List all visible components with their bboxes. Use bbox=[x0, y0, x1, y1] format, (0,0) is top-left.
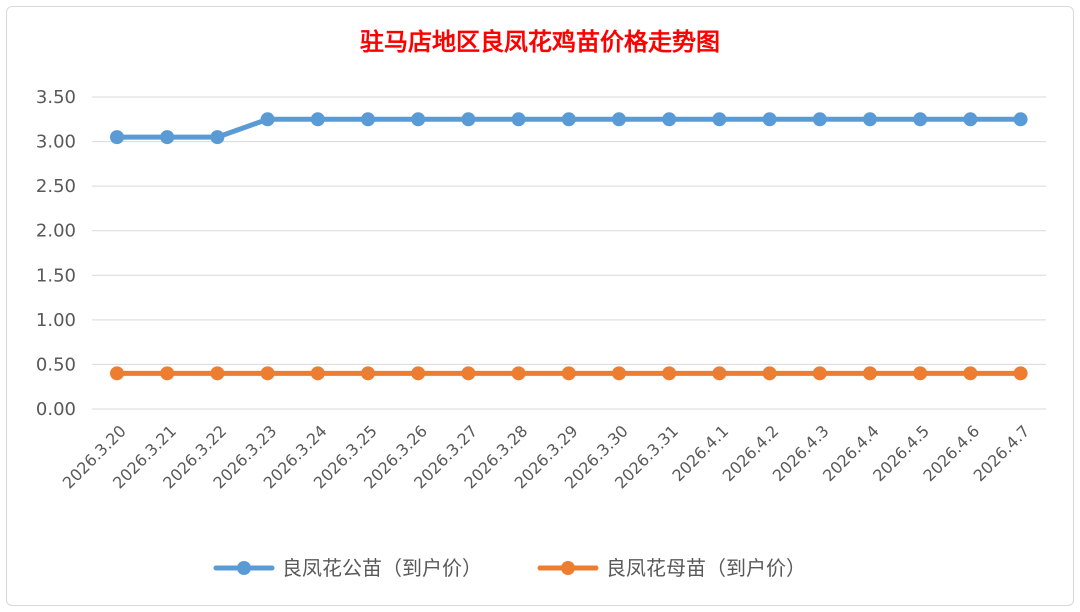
y-tick-label: 2.00 bbox=[36, 221, 76, 242]
data-point bbox=[762, 112, 777, 127]
y-axis-ticks: 0.00 0.50 1.00 1.50 2.00 2.50 3.00 3.50 bbox=[36, 87, 76, 420]
legend-label: 良凤花公苗（到户价） bbox=[282, 556, 482, 580]
data-point bbox=[411, 112, 426, 127]
x-axis-ticks: 2026.3.202026.3.212026.3.222026.3.232026… bbox=[59, 421, 1034, 492]
data-point bbox=[361, 112, 375, 127]
data-point bbox=[913, 112, 928, 127]
data-point bbox=[1013, 366, 1028, 381]
chart-title: 驻马店地区良凤花鸡苗价格走势图 bbox=[360, 27, 720, 56]
data-point bbox=[812, 366, 827, 381]
data-point bbox=[511, 366, 526, 381]
data-point bbox=[712, 366, 727, 381]
y-tick-label: 2.50 bbox=[36, 176, 76, 197]
data-point bbox=[963, 112, 978, 127]
y-tick-label: 1.00 bbox=[36, 310, 76, 331]
data-point bbox=[411, 366, 426, 381]
data-point bbox=[461, 366, 476, 381]
data-point bbox=[260, 112, 275, 127]
data-point bbox=[662, 112, 677, 127]
legend-label: 良凤花母苗（到户价） bbox=[606, 556, 806, 580]
data-point bbox=[511, 112, 526, 127]
y-tick-label: 3.50 bbox=[36, 87, 76, 108]
data-point bbox=[963, 366, 978, 381]
data-point bbox=[762, 366, 777, 381]
chart-frame bbox=[6, 6, 1074, 606]
data-point bbox=[913, 366, 928, 381]
legend: 良凤花公苗（到户价） 良凤花母苗（到户价） bbox=[213, 556, 806, 580]
series-layer bbox=[110, 112, 1028, 381]
data-point bbox=[210, 366, 225, 381]
data-point bbox=[1013, 112, 1028, 127]
data-point bbox=[210, 130, 225, 145]
data-point bbox=[561, 112, 576, 127]
data-point bbox=[461, 112, 476, 127]
data-point bbox=[110, 130, 124, 145]
data-point bbox=[662, 366, 677, 381]
data-point bbox=[310, 112, 325, 127]
data-point bbox=[612, 366, 626, 381]
data-point bbox=[612, 112, 626, 127]
data-point bbox=[361, 366, 375, 381]
data-point bbox=[160, 130, 175, 145]
data-point bbox=[863, 112, 877, 127]
legend-marker bbox=[561, 561, 575, 575]
data-point bbox=[110, 366, 124, 381]
y-tick-label: 1.50 bbox=[36, 265, 76, 286]
data-point bbox=[310, 366, 325, 381]
data-point bbox=[712, 112, 727, 127]
y-tick-label: 0.50 bbox=[36, 354, 76, 375]
data-point bbox=[812, 112, 827, 127]
data-point bbox=[561, 366, 576, 381]
y-tick-label: 3.00 bbox=[36, 132, 76, 153]
legend-marker bbox=[237, 561, 251, 575]
grid-layer bbox=[92, 96, 1046, 410]
data-point bbox=[863, 366, 877, 381]
data-point bbox=[260, 366, 275, 381]
data-point bbox=[160, 366, 175, 381]
y-tick-label: 0.00 bbox=[36, 399, 76, 420]
